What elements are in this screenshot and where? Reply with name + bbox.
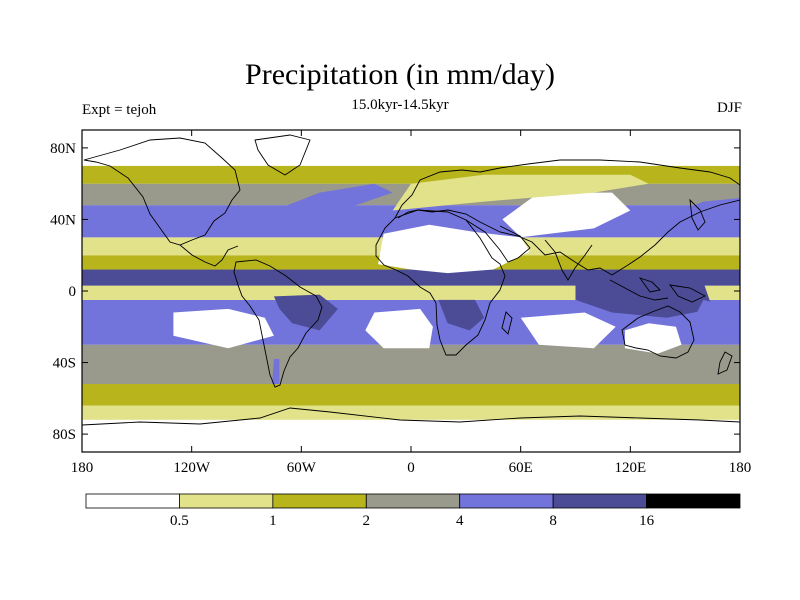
colorbar-swatch-6 (646, 493, 741, 509)
coastline-madagascar (501, 311, 513, 335)
colorbar-swatch-4 (459, 493, 554, 509)
coastline-gulf-central-america (179, 244, 239, 267)
colorbar-swatch-5 (552, 493, 647, 509)
x-tick-label-0: 180 (71, 460, 94, 476)
precip-band-2 (82, 384, 740, 406)
y-tick-label-3: 40S (53, 356, 76, 372)
colorbar-label-4: 8 (549, 513, 557, 529)
precip-band-3 (82, 344, 740, 385)
y-tick-label-1: 40N (50, 212, 76, 228)
precip-region-north-pacific-storm-track (666, 198, 740, 229)
coastline-japan (689, 198, 706, 231)
chart-subtitle: 15.0kyr-14.5kyr (351, 97, 449, 113)
colorbar-label-5: 16 (639, 513, 655, 529)
coastline-greenland (254, 134, 311, 176)
precip-region-se-pacific-dry (173, 308, 274, 349)
precip-region-africa-south-wet (438, 299, 485, 331)
precip-region-se-atlantic-dry (365, 308, 433, 349)
x-tick-label-4: 60E (509, 460, 533, 476)
x-tick-label-6: 180 (729, 460, 752, 476)
colorbar-swatch-1 (179, 493, 274, 509)
precip-region-australia-dry (624, 323, 682, 354)
coastline-maritime-continent (609, 277, 707, 303)
precip-region-central-asia-dry (502, 192, 631, 238)
coastline-australia (621, 305, 695, 359)
coastline-arabia (465, 219, 531, 263)
y-tick-label-0: 80N (50, 141, 76, 157)
precip-band-6 (82, 269, 740, 286)
coastlines (82, 134, 740, 426)
coastline-new-zealand (717, 351, 733, 375)
precip-region-patagonia-wet (272, 359, 280, 384)
coastline-africa (375, 209, 506, 356)
colorbar: 0.5 1 2 4 8 16 (85, 493, 741, 529)
x-tick-label-2: 60W (287, 460, 317, 476)
colorbar-swatch-3 (365, 493, 461, 509)
precip-region-amazon-wet (273, 294, 338, 331)
y-tick-label-4: 80S (53, 427, 76, 443)
experiment-label: Expt = tejoh (82, 102, 157, 118)
x-tick-label-1: 120W (173, 460, 211, 476)
map-axes: 180 120W 60W 0 60E 120E 180 80N 40N 0 40S 80S (50, 130, 751, 476)
precip-region-north-atlantic-storm-track (264, 183, 393, 229)
coastline-antarctica (82, 407, 740, 426)
season-label: DJF (716, 100, 742, 116)
x-tick-label-3: 0 (407, 460, 415, 476)
precipitation-fields (82, 130, 740, 452)
coastline-north-america (83, 137, 241, 246)
precip-region-spcz-wet (694, 299, 740, 336)
colorbar-swatch-0 (85, 493, 180, 509)
y-tick-label-2: 0 (69, 284, 77, 300)
colorbar-label-0: 0.5 (170, 513, 189, 529)
colorbar-label-1: 1 (269, 513, 277, 529)
coastline-eurasia (394, 159, 740, 276)
precip-region-se-indian-dry (520, 312, 616, 349)
coastline-india (544, 239, 593, 281)
precip-region-sahara-arabia-dry (378, 224, 530, 274)
coastline-south-america (233, 259, 323, 388)
colorbar-swatch-2 (272, 493, 367, 509)
precip-region-eurasia-moderate (392, 174, 649, 211)
colorbar-label-3: 4 (456, 513, 464, 529)
colorbar-label-2: 2 (363, 513, 371, 529)
x-tick-label-5: 120E (614, 460, 646, 476)
chart-title: Precipitation (in mm/day) (245, 58, 555, 91)
